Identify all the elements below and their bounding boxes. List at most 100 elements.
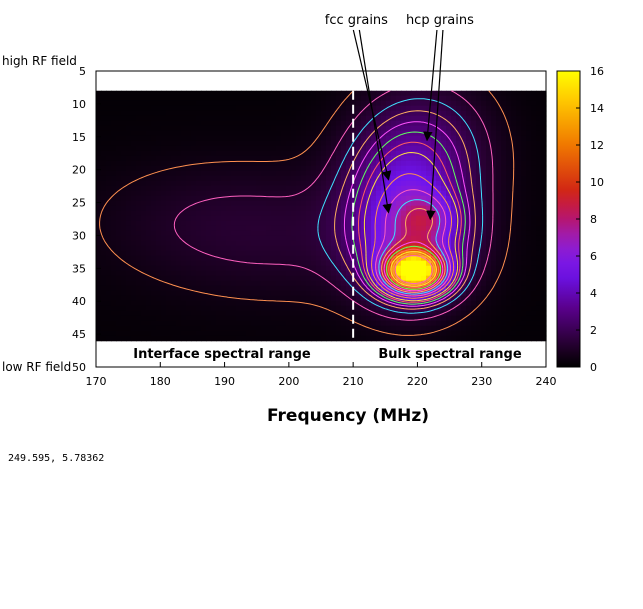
heatmap-cell	[456, 170, 462, 177]
heatmap-cell	[111, 205, 117, 212]
heatmap-cell	[476, 105, 482, 112]
heatmap-cell	[316, 110, 322, 117]
heatmap-cell	[536, 175, 542, 182]
heatmap-cell	[541, 205, 547, 212]
heatmap-cell	[101, 145, 107, 152]
heatmap-cell	[281, 295, 287, 302]
heatmap-cell	[186, 220, 192, 227]
heatmap-cell	[271, 95, 277, 102]
heatmap-cell	[431, 325, 437, 332]
heatmap-cell	[301, 330, 307, 337]
heatmap-cell	[501, 165, 507, 172]
heatmap-cell	[531, 115, 537, 122]
heatmap-cell	[201, 120, 207, 127]
heatmap-cell	[286, 190, 292, 197]
heatmap-cell	[211, 220, 217, 227]
heatmap-cell	[496, 100, 502, 107]
heatmap-cell	[481, 215, 487, 222]
heatmap-cell	[236, 165, 242, 172]
heatmap-cell	[191, 300, 197, 307]
heatmap-cell	[106, 150, 112, 157]
heatmap-cell	[496, 155, 502, 162]
heatmap-cell	[146, 290, 152, 297]
heatmap-cell	[436, 320, 442, 327]
heatmap-cell	[301, 335, 307, 342]
heatmap-cell	[291, 265, 297, 272]
heatmap-cell	[181, 270, 187, 277]
heatmap-cell	[341, 315, 347, 322]
heatmap-cell	[511, 310, 517, 317]
x-axis-title: Frequency (MHz)	[267, 406, 429, 426]
heatmap-cell	[316, 270, 322, 277]
heatmap-cell	[461, 135, 467, 142]
heatmap-cell	[151, 145, 157, 152]
heatmap-cell	[256, 170, 262, 177]
heatmap-cell	[141, 135, 147, 142]
heatmap-cell	[236, 320, 242, 327]
heatmap-cell	[146, 235, 152, 242]
heatmap-cell	[216, 150, 222, 157]
heatmap-cell	[291, 230, 297, 237]
heatmap-cell	[376, 325, 382, 332]
heatmap-cell	[136, 195, 142, 202]
heatmap-cell	[536, 230, 542, 237]
heatmap-cell	[181, 290, 187, 297]
heatmap-cell	[251, 120, 257, 127]
heatmap-cell	[466, 90, 472, 97]
heatmap-cell	[346, 140, 352, 147]
heatmap-cell	[296, 125, 302, 132]
heatmap-cell	[216, 100, 222, 107]
heatmap-cell	[251, 165, 257, 172]
heatmap-cell	[241, 285, 247, 292]
contour-line	[386, 245, 442, 290]
heatmap-cell	[261, 335, 267, 342]
heatmap-cell	[406, 305, 412, 312]
heatmap-cell	[201, 270, 207, 277]
heatmap-cell	[271, 100, 277, 107]
heatmap-cell	[181, 335, 187, 342]
heatmap-cell	[336, 250, 342, 257]
heatmap-cell	[161, 110, 167, 117]
heatmap-cell	[326, 175, 332, 182]
heatmap-cell	[536, 100, 542, 107]
heatmap-cell	[441, 200, 447, 207]
heatmap-cell	[176, 255, 182, 262]
heatmap-cell	[306, 295, 312, 302]
heatmap-cell	[301, 175, 307, 182]
heatmap-cell	[291, 195, 297, 202]
heatmap-cell	[496, 330, 502, 337]
heatmap-cell	[106, 325, 112, 332]
heatmap-cell	[476, 95, 482, 102]
heatmap-cell	[216, 260, 222, 267]
heatmap-cell	[146, 165, 152, 172]
heatmap-cell	[451, 160, 457, 167]
heatmap-cell	[371, 335, 377, 342]
heatmap-cell	[536, 150, 542, 157]
heatmap-cell	[316, 195, 322, 202]
heatmap-cell	[516, 215, 522, 222]
heatmap-cell	[166, 195, 172, 202]
heatmap-cell	[211, 175, 217, 182]
heatmap-cell	[446, 260, 452, 267]
heatmap-cell	[236, 235, 242, 242]
heatmap-cell	[366, 165, 372, 172]
heatmap-cell	[176, 210, 182, 217]
heatmap-cell	[291, 170, 297, 177]
heatmap-cell	[121, 315, 127, 322]
heatmap-cell	[541, 115, 547, 122]
heatmap-cell	[206, 295, 212, 302]
heatmap-cell	[431, 220, 437, 227]
heatmap-cell	[121, 160, 127, 167]
heatmap-cell	[181, 325, 187, 332]
x-tick-label: 230	[471, 375, 492, 388]
heatmap-cell	[201, 320, 207, 327]
heatmap-cell	[426, 335, 432, 342]
heatmap-cell	[446, 190, 452, 197]
heatmap-cell	[366, 300, 372, 307]
heatmap-cell	[541, 245, 547, 252]
heatmap-cell	[146, 100, 152, 107]
heatmap-cell	[541, 300, 547, 307]
heatmap-cell	[106, 240, 112, 247]
heatmap-cell	[131, 120, 137, 127]
heatmap-cell	[171, 105, 177, 112]
